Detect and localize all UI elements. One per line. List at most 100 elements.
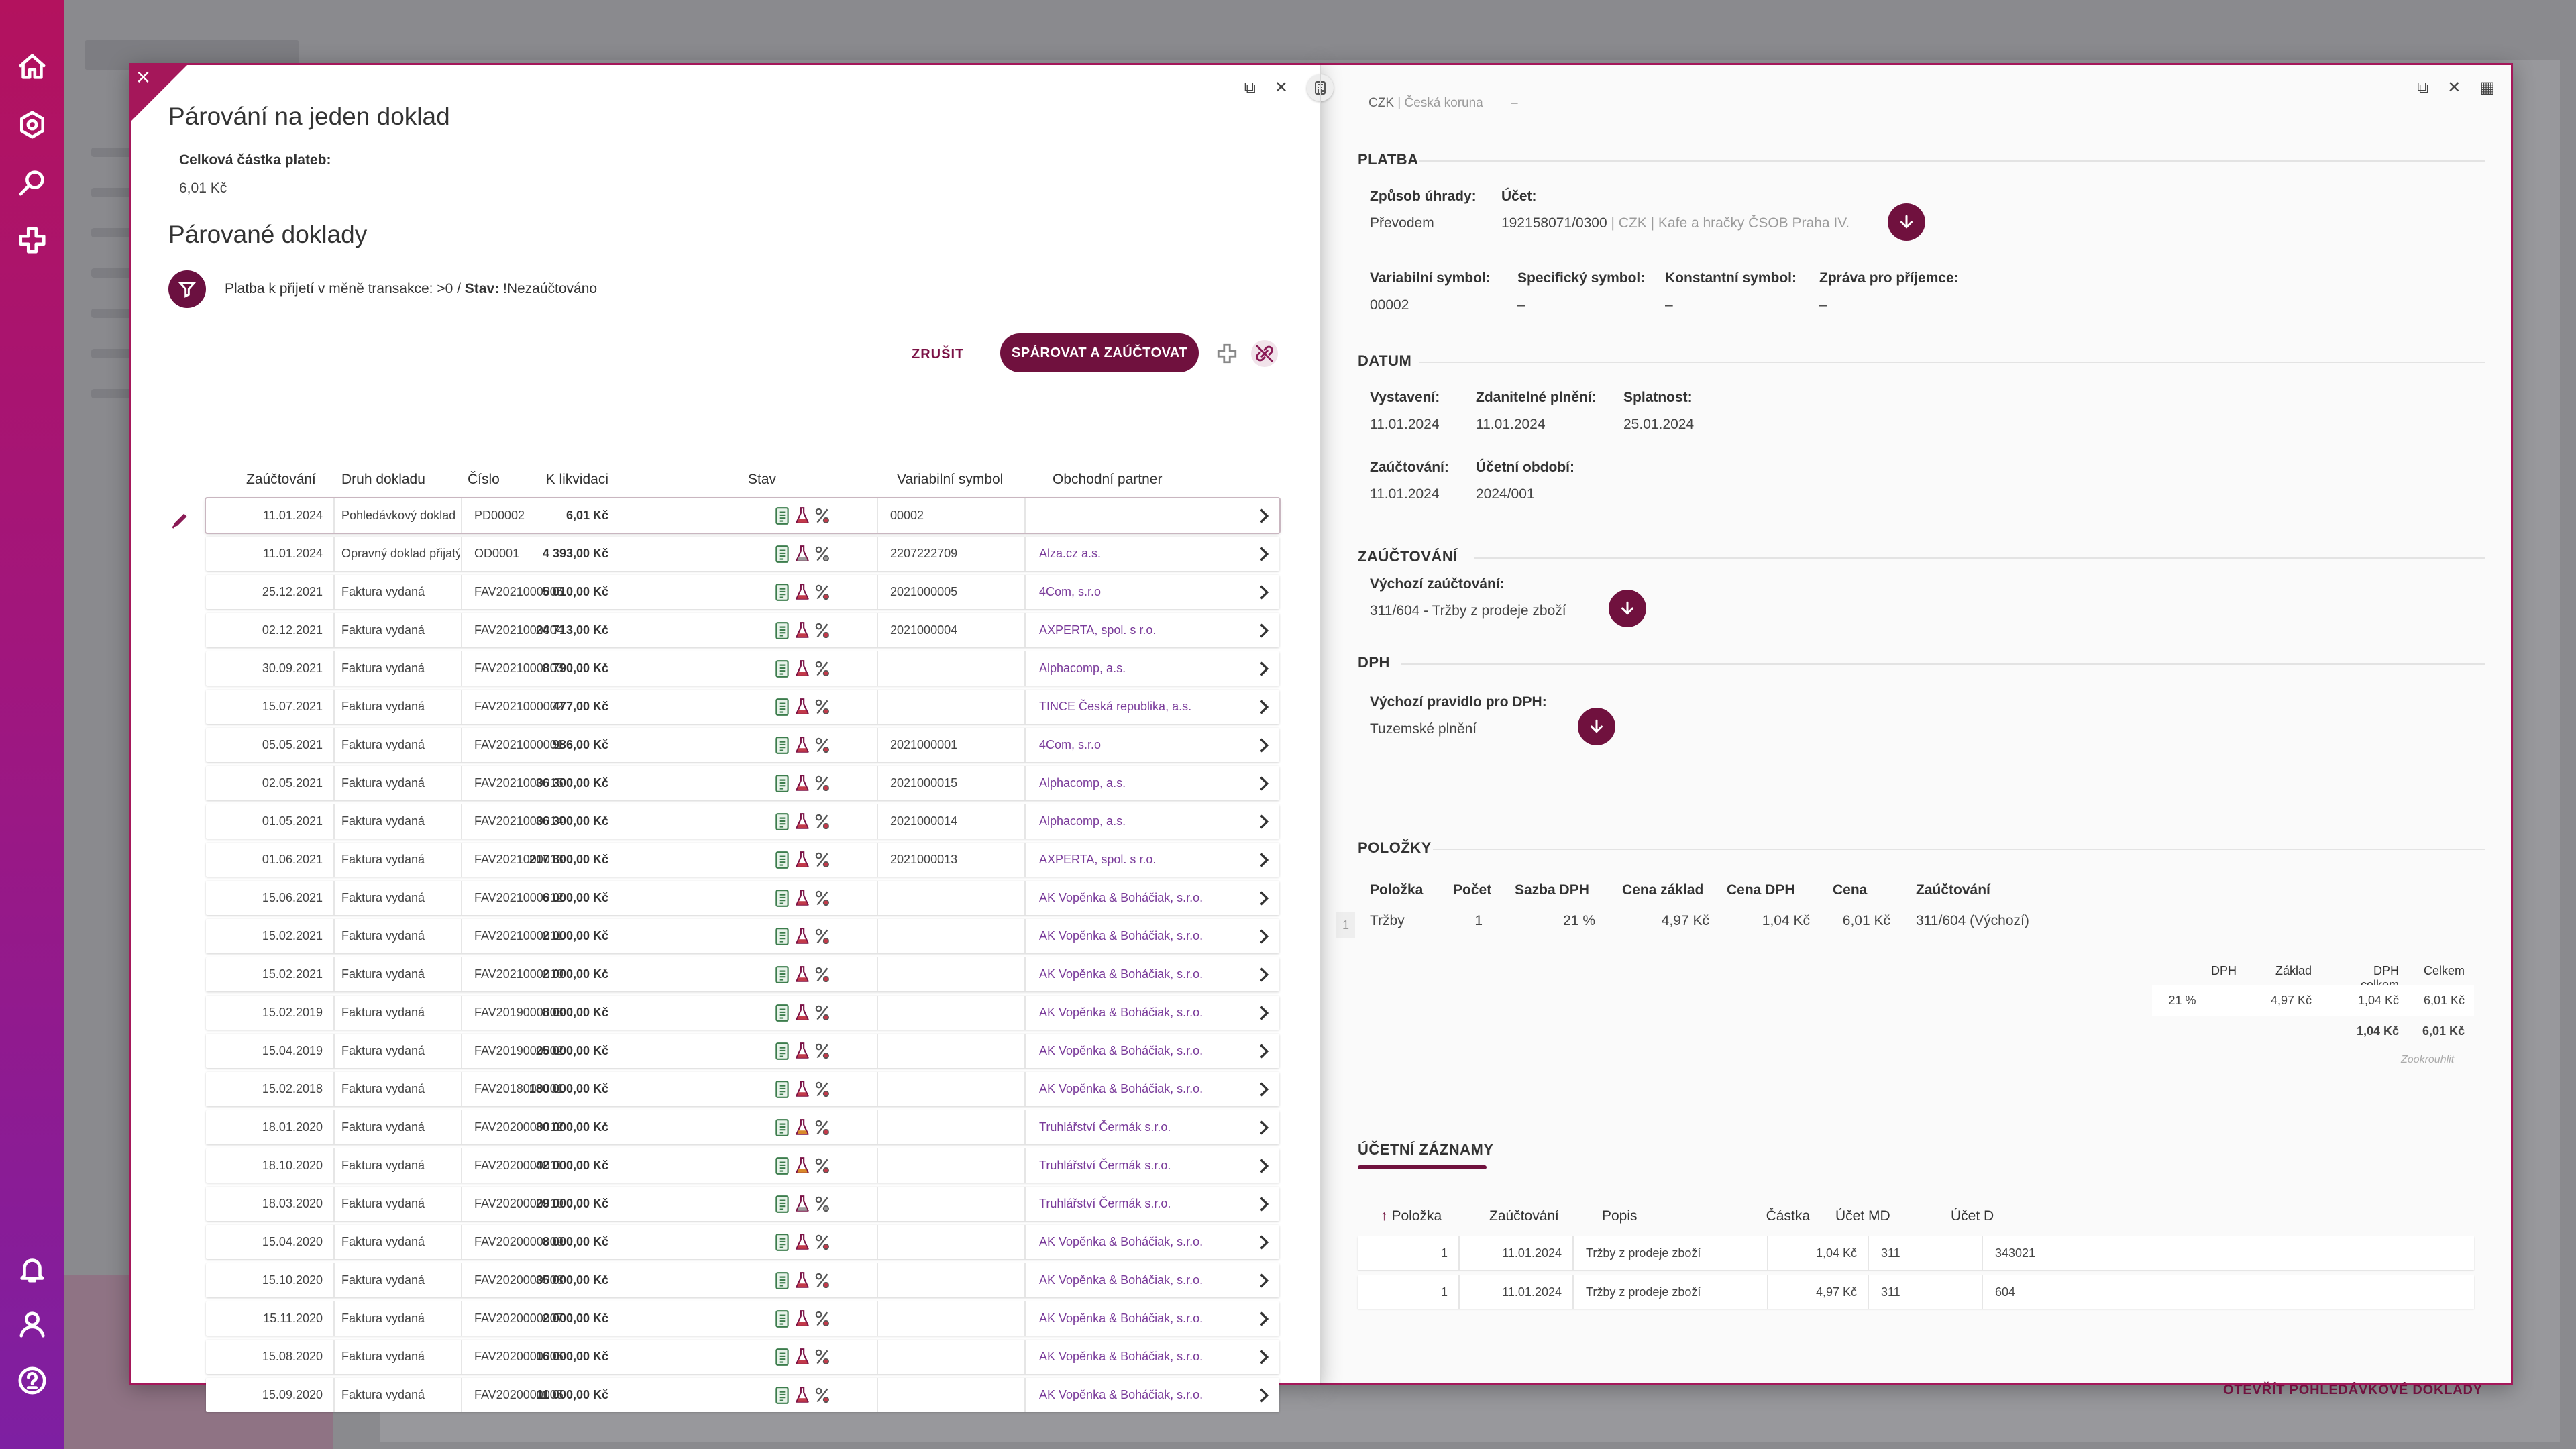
chevron-right-icon[interactable] (1254, 1118, 1273, 1137)
cell-partner[interactable]: Alza.cz a.s. (1024, 537, 1246, 571)
table-row[interactable]: 15.02.2021 Faktura vydaná FAV2021000010 2 0… (206, 957, 1279, 996)
table-row[interactable]: 15.08.2020 Faktura vydaná FAV2020000006 16 … (206, 1340, 1279, 1378)
chevron-right-icon[interactable] (1254, 621, 1273, 640)
table-row[interactable]: 18.01.2020 Faktura vydaná FAV2020000012 80 … (206, 1110, 1279, 1148)
row-card[interactable]: 11.01.2024 Opravný doklad přijatý OD0001 4 … (206, 537, 1279, 571)
cell-partner[interactable]: AK Vopěnka & Boháčiak, s.r.o. (1024, 1072, 1246, 1106)
cell-partner[interactable] (1024, 498, 1246, 533)
calculator-icon[interactable] (1307, 74, 1334, 101)
column-header[interactable]: Druh dokladu (341, 472, 425, 487)
chevron-right-icon[interactable] (1254, 1386, 1273, 1405)
close-panel-corner[interactable] (129, 63, 189, 123)
chevron-right-icon[interactable] (1254, 1195, 1273, 1214)
table-row[interactable]: 25.12.2021 Faktura vydaná FAV2021000005 5 0… (206, 575, 1279, 613)
chevron-right-icon[interactable] (1254, 1080, 1273, 1099)
chevron-right-icon[interactable] (1254, 736, 1273, 755)
close-icon[interactable]: ✕ (1274, 78, 1288, 97)
row-card[interactable]: 11.01.2024 Pohledávkový doklad PD00002 6,01… (206, 498, 1279, 533)
column-header[interactable]: Zaúčtování (246, 472, 316, 487)
cell-partner[interactable]: Truhlářství Čermák s.r.o. (1024, 1148, 1246, 1183)
posting-expand-button[interactable] (1609, 590, 1646, 627)
column-header[interactable]: Číslo (468, 472, 500, 487)
chevron-right-icon[interactable] (1254, 927, 1273, 946)
table-row[interactable]: 15.07.2021 Faktura vydaná FAV2021000002 477… (206, 690, 1279, 728)
row-card[interactable]: 15.08.2020 Faktura vydaná FAV2020000006 16 … (206, 1340, 1279, 1374)
chevron-right-icon[interactable] (1254, 1233, 1273, 1252)
user-icon[interactable] (15, 1307, 50, 1342)
table-row[interactable]: 02.05.2021 Faktura vydaná FAV2021000015 36 … (206, 766, 1279, 804)
cell-partner[interactable]: AK Vopěnka & Boháčiak, s.r.o. (1024, 1034, 1246, 1068)
cell-partner[interactable]: AK Vopěnka & Boháčiak, s.r.o. (1024, 1301, 1246, 1336)
search-icon[interactable] (15, 165, 50, 200)
unlink-icon[interactable] (1251, 340, 1278, 367)
row-card[interactable]: 01.05.2021 Faktura vydaná FAV2021000014 36 … (206, 804, 1279, 839)
row-card[interactable]: 01.06.2021 Faktura vydaná FAV2021000013 217… (206, 843, 1279, 877)
chevron-right-icon[interactable] (1254, 583, 1273, 602)
chevron-right-icon[interactable] (1254, 545, 1273, 564)
row-card[interactable]: 15.11.2020 Faktura vydaná FAV2020000007 2 0… (206, 1301, 1279, 1336)
table-row[interactable]: 05.05.2021 Faktura vydaná FAV2021000001 986… (206, 728, 1279, 766)
round-button[interactable]: Zookrouhlit (2401, 1054, 2455, 1065)
table-row[interactable]: 30.09.2021 Faktura vydaná FAV2021000003 8 7… (206, 651, 1279, 690)
cell-partner[interactable]: Alphacomp, a.s. (1024, 766, 1246, 800)
row-card[interactable]: 15.02.2021 Faktura vydaná FAV2021000010 2 0… (206, 957, 1279, 991)
table-row[interactable]: 15.02.2021 Faktura vydaná FAV2021000011 2 0… (206, 919, 1279, 957)
chevron-right-icon[interactable] (1254, 506, 1273, 525)
chevron-right-icon[interactable] (1254, 774, 1273, 793)
cell-partner[interactable]: Truhlářství Čermák s.r.o. (1024, 1110, 1246, 1144)
accounting-row[interactable]: 1 11.01.2024 Tržby z prodeje zboží 1,04 Kč 3… (1358, 1236, 2474, 1270)
accounting-records-tab[interactable]: ÚČETNÍ ZÁZNAMY (1358, 1141, 1494, 1158)
table-row[interactable]: 01.06.2021 Faktura vydaná FAV2021000013 217… (206, 843, 1279, 881)
pair-and-post-button[interactable]: SPÁROVAT A ZAÚČTOVAT (1000, 333, 1199, 372)
paired-pencil-icon[interactable] (170, 508, 193, 531)
row-card[interactable]: 18.10.2020 Faktura vydaná FAV2020000011 42 … (206, 1148, 1279, 1183)
settings-icon[interactable] (15, 107, 50, 142)
cancel-button[interactable]: ZRUŠIT (912, 347, 965, 362)
chevron-right-icon[interactable] (1254, 1042, 1273, 1061)
bell-icon[interactable] (15, 1252, 50, 1287)
chevron-right-icon[interactable] (1254, 659, 1273, 678)
open-external-icon[interactable]: ⧉ (1244, 78, 1256, 97)
add-icon[interactable] (15, 223, 50, 258)
table-row[interactable]: 01.05.2021 Faktura vydaná FAV2021000014 36 … (206, 804, 1279, 843)
cell-partner[interactable]: AK Vopěnka & Boháčiak, s.r.o. (1024, 1340, 1246, 1374)
row-card[interactable]: 15.04.2020 Faktura vydaná FAV2020000009 8 0… (206, 1225, 1279, 1259)
cell-partner[interactable]: AK Vopěnka & Boháčiak, s.r.o. (1024, 1225, 1246, 1259)
chevron-right-icon[interactable] (1254, 965, 1273, 984)
cell-partner[interactable]: AK Vopěnka & Boháčiak, s.r.o. (1024, 996, 1246, 1030)
cell-partner[interactable]: Truhlářství Čermák s.r.o. (1024, 1187, 1246, 1221)
row-card[interactable]: 15.02.2021 Faktura vydaná FAV2021000011 2 0… (206, 919, 1279, 953)
row-card[interactable]: 15.10.2020 Faktura vydaná FAV2020000008 35 … (206, 1263, 1279, 1297)
row-card[interactable]: 25.12.2021 Faktura vydaná FAV2021000005 5 0… (206, 575, 1279, 609)
row-card[interactable]: 15.02.2019 Faktura vydaná FAV2019000003 8 0… (206, 996, 1279, 1030)
row-card[interactable]: 15.07.2021 Faktura vydaná FAV2021000002 477… (206, 690, 1279, 724)
table-row[interactable]: 11.01.2024 Opravný doklad přijatý OD0001 4 … (206, 537, 1279, 575)
vat-expand-button[interactable] (1578, 708, 1615, 745)
open-external-icon[interactable]: ⧉ (2417, 78, 2429, 97)
column-header[interactable]: K likvidaci (545, 472, 608, 487)
calculator-icon[interactable]: ▦ (2479, 78, 2495, 97)
cell-partner[interactable]: 4Com, s.r.o (1024, 575, 1246, 609)
home-icon[interactable] (15, 50, 50, 85)
cell-partner[interactable]: AK Vopěnka & Boháčiak, s.r.o. (1024, 881, 1246, 915)
table-row[interactable]: 15.04.2019 Faktura vydaná FAV2019000002 25 … (206, 1034, 1279, 1072)
table-row[interactable]: 02.12.2021 Faktura vydaná FAV2021000004 24 … (206, 613, 1279, 651)
table-row[interactable]: 15.09.2020 Faktura vydaná FAV2020000005 11 … (206, 1378, 1279, 1416)
accounting-row[interactable]: 1 11.01.2024 Tržby z prodeje zboží 4,97 Kč 3… (1358, 1275, 2474, 1309)
row-card[interactable]: 15.06.2021 Faktura vydaná FAV2021000012 6 0… (206, 881, 1279, 915)
table-row[interactable]: 15.06.2021 Faktura vydaná FAV2021000012 6 0… (206, 881, 1279, 919)
cell-partner[interactable]: AXPERTA, spol. s r.o. (1024, 843, 1246, 877)
add-document-icon[interactable] (1214, 340, 1240, 367)
row-card[interactable]: 15.02.2018 Faktura vydaná FAV2018000001 180… (206, 1072, 1279, 1106)
cell-partner[interactable]: Alphacomp, a.s. (1024, 804, 1246, 839)
table-row[interactable]: 15.11.2020 Faktura vydaná FAV2020000007 2 0… (206, 1301, 1279, 1340)
row-card[interactable]: 30.09.2021 Faktura vydaná FAV2021000003 8 7… (206, 651, 1279, 686)
filter-button[interactable] (168, 270, 206, 308)
table-row[interactable]: 18.03.2020 Faktura vydaná FAV2020000010 29 … (206, 1187, 1279, 1225)
chevron-right-icon[interactable] (1254, 1271, 1273, 1290)
table-row[interactable]: 15.02.2019 Faktura vydaná FAV2019000003 8 0… (206, 996, 1279, 1034)
table-row[interactable]: 11.01.2024 Pohledávkový doklad PD00002 6,01… (172, 498, 1279, 537)
row-card[interactable]: 15.04.2019 Faktura vydaná FAV2019000002 25 … (206, 1034, 1279, 1068)
row-card[interactable]: 18.01.2020 Faktura vydaná FAV2020000012 80 … (206, 1110, 1279, 1144)
close-icon[interactable]: ✕ (2447, 78, 2461, 97)
